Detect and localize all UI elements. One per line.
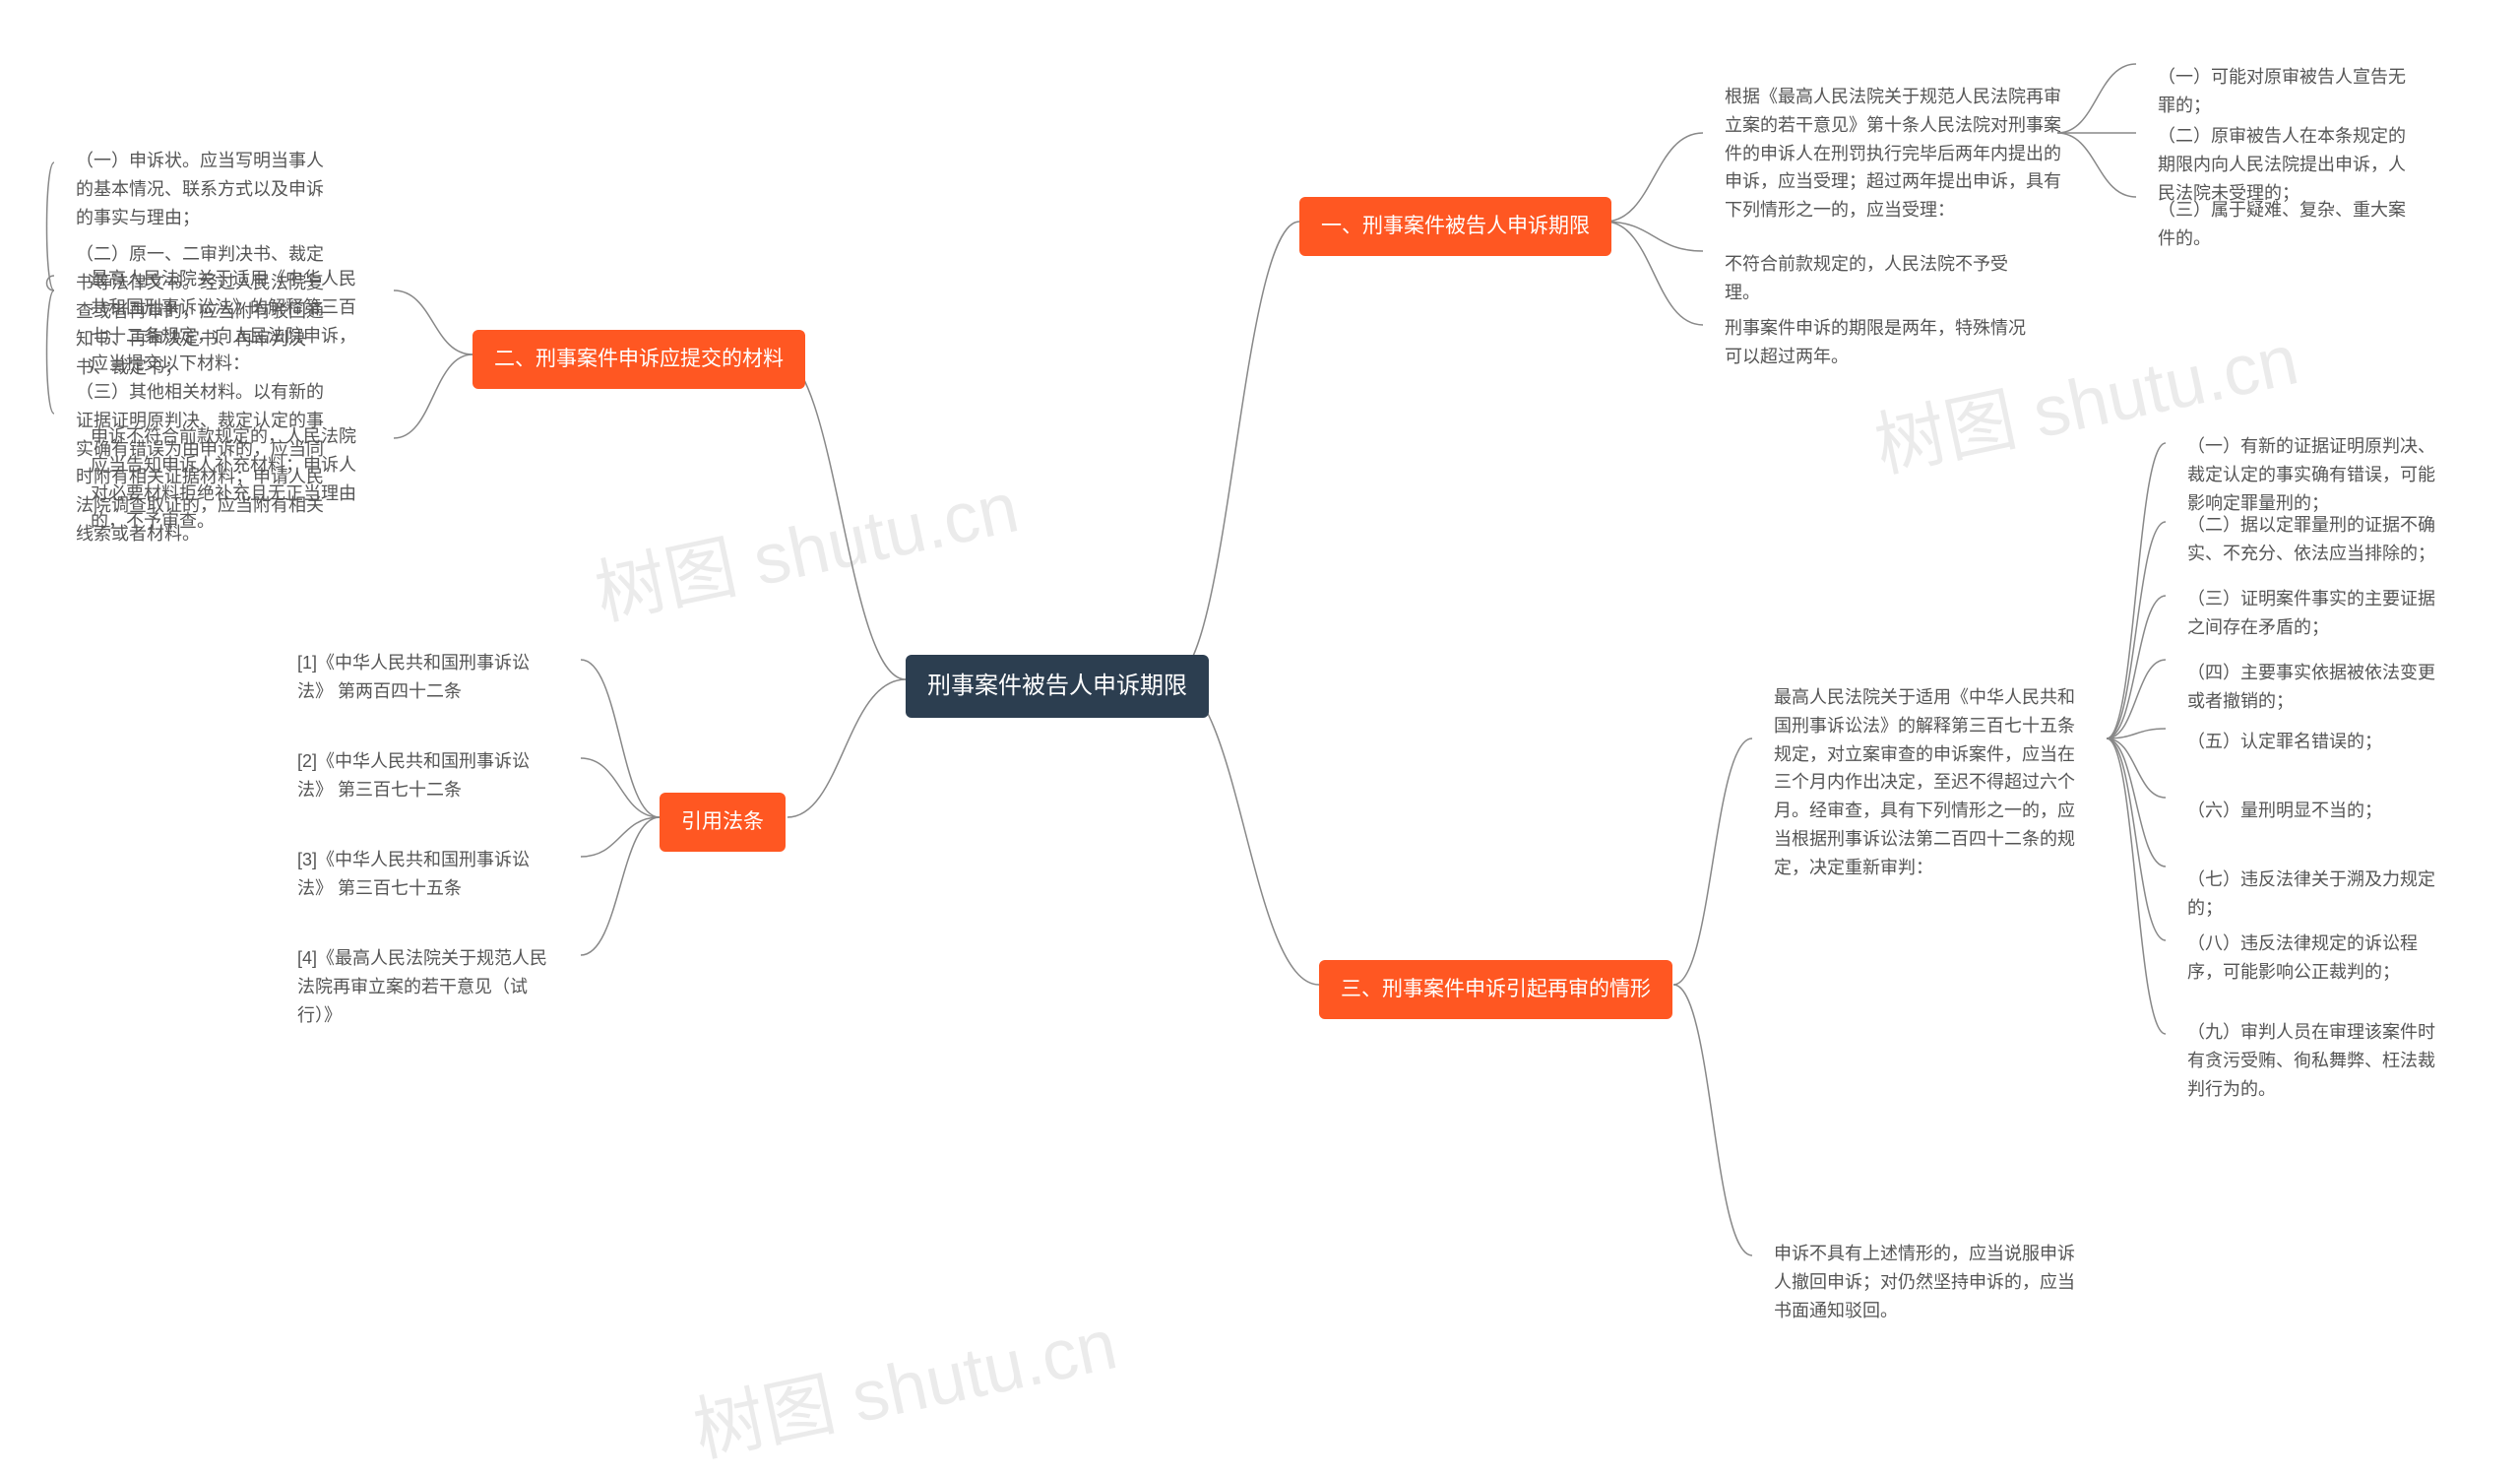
b3-c0-s8: （九）审判人员在审理该案件时有贪污受贿、徇私舞弊、枉法裁判行为的。 [2166,1004,2471,1117]
branch-4[interactable]: 引用法条 [660,793,786,852]
branch-2[interactable]: 二、刑事案件申诉应提交的材料 [472,330,805,389]
b2-intro: 最高人民法院关于适用《中华人民共和国刑事诉讼法》的解释第三百七十二条规定，向人民… [69,251,394,392]
branch-1-child-0: 根据《最高人民法院关于规范人民法院再审立案的若干意见》第十条人民法院对刑事案件的… [1703,69,2097,238]
b4-c1: [2]《中华人民共和国刑事诉讼法》 第三百七十二条 [276,734,581,818]
branch-1-child-0-sub-2: （三）属于疑难、复杂、重大案件的。 [2136,182,2441,267]
branch-1-child-2: 刑事案件申诉的期限是两年，特殊情况可以超过两年。 [1703,300,2057,385]
b2-supp: 申诉不符合前款规定的，人民法院应当告知申诉人补充材料；申诉人对必要材料拒绝补充且… [69,409,394,549]
b3-c0-s5: （六）量刑明显不当的； [2166,783,2404,839]
b3-c0-s1: （二）据以定罪量刑的证据不确实、不充分、依法应当排除的； [2166,497,2471,582]
b3-c0-s7: （八）违反法律规定的诉讼程序，可能影响公正裁判的； [2166,916,2471,1000]
b4-c0: [1]《中华人民共和国刑事诉讼法》 第两百四十二条 [276,635,581,720]
branch-1[interactable]: 一、刑事案件被告人申诉期限 [1299,197,1611,256]
branch-3[interactable]: 三、刑事案件申诉引起再审的情形 [1319,960,1672,1019]
b3-child-0: 最高人民法院关于适用《中华人民共和国刑事诉讼法》的解释第三百七十五条规定，对立案… [1752,670,2107,896]
b3-child-1: 申诉不具有上述情形的，应当说服申诉人撤回申诉；对仍然坚持申诉的，应当书面通知驳回… [1752,1226,2107,1338]
root-node[interactable]: 刑事案件被告人申诉期限 [906,655,1209,718]
b4-c3: [4]《最高人民法院关于规范人民法院再审立案的若干意见（试行）》 [276,931,581,1043]
b3-c0-s2: （三）证明案件事实的主要证据之间存在矛盾的； [2166,571,2471,656]
mindmap-canvas: 树图 shutu.cn 树图 shutu.cn 树图 shutu.cn [0,0,2520,1365]
watermark: 树图 shutu.cn [585,449,1026,639]
b3-c0-s4: （五）认定罪名错误的； [2166,714,2404,770]
watermark: 树图 shutu.cn [683,1286,1124,1476]
b4-c2: [3]《中华人民共和国刑事诉讼法》 第三百七十五条 [276,832,581,917]
